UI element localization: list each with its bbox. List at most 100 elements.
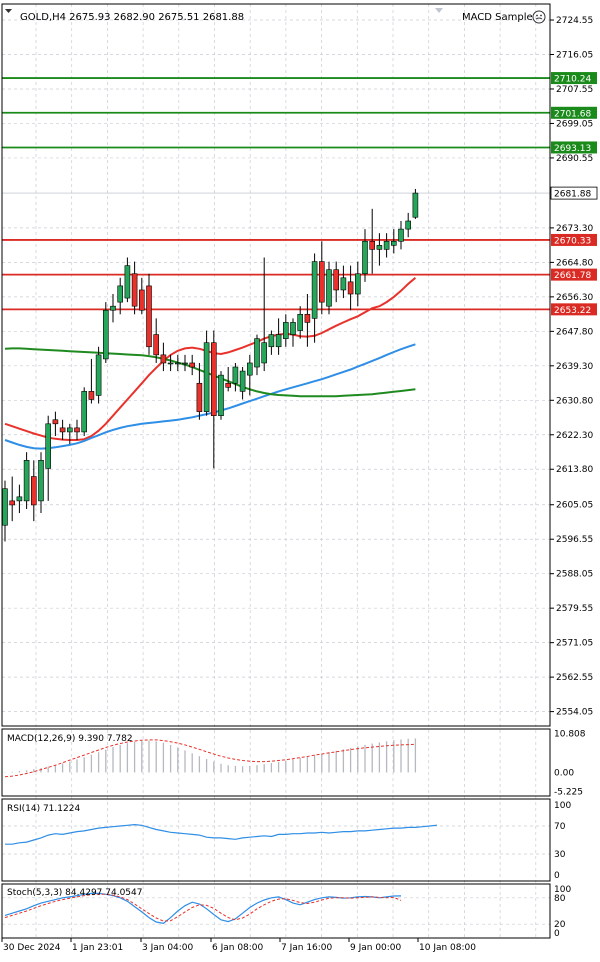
- candle[interactable]: [254, 334, 260, 376]
- candle[interactable]: [81, 387, 87, 436]
- candle[interactable]: [23, 452, 30, 509]
- candle[interactable]: [182, 354, 188, 372]
- level-price-tag: [551, 303, 597, 316]
- candle[interactable]: [203, 330, 210, 416]
- candle[interactable]: [88, 358, 95, 404]
- candle-body: [189, 362, 195, 368]
- candle-body: [139, 289, 145, 311]
- y-tick-label: 2716.05: [556, 50, 593, 60]
- candle-body: [74, 427, 80, 433]
- candle[interactable]: [247, 354, 253, 396]
- candle[interactable]: [383, 233, 390, 258]
- candle[interactable]: [390, 229, 397, 254]
- candle[interactable]: [318, 241, 325, 315]
- candle[interactable]: [412, 188, 419, 219]
- candle[interactable]: [362, 229, 368, 282]
- candle-body: [59, 427, 66, 433]
- candle-body: [88, 391, 95, 400]
- y-tick-label: 2639.30: [556, 362, 593, 372]
- candle[interactable]: [160, 342, 167, 372]
- candle[interactable]: [405, 212, 412, 238]
- macd-title: MACD(12,26,9) 9.390 7.782: [7, 734, 133, 744]
- y-tick-label: 2605.05: [556, 501, 593, 511]
- candle-body: [45, 423, 52, 469]
- main-panel-frame: [1, 3, 551, 727]
- candle[interactable]: [189, 354, 195, 376]
- candle[interactable]: [9, 476, 15, 522]
- candle-body: [333, 269, 340, 291]
- candle[interactable]: [232, 362, 239, 392]
- stoch-y-tick-label: 80: [554, 894, 566, 904]
- candle[interactable]: [16, 484, 23, 514]
- x-tick-label: 7 Jan 16:00: [281, 943, 333, 953]
- candle[interactable]: [354, 261, 361, 307]
- candle[interactable]: [95, 346, 102, 404]
- candle-body: [282, 322, 289, 339]
- candle[interactable]: [275, 318, 282, 355]
- candle[interactable]: [347, 265, 354, 311]
- candle[interactable]: [196, 362, 203, 420]
- y-tick-label: 2664.80: [556, 258, 593, 268]
- candle[interactable]: [218, 371, 224, 420]
- candle[interactable]: [67, 423, 73, 445]
- collapse-arrow-icon[interactable]: [5, 9, 12, 13]
- moving-average-line: [4, 347, 416, 398]
- candle[interactable]: [2, 480, 8, 542]
- y-tick-label: 2630.80: [556, 396, 593, 406]
- candle[interactable]: [153, 318, 159, 363]
- candle[interactable]: [175, 354, 181, 372]
- candle[interactable]: [333, 261, 340, 303]
- candle-body: [218, 374, 224, 417]
- candle[interactable]: [45, 415, 52, 501]
- stoch-title: Stoch(5,3,3) 84.4297 74.0547: [7, 888, 142, 898]
- candle[interactable]: [110, 294, 116, 323]
- candle[interactable]: [239, 367, 246, 400]
- candle-body: [254, 338, 260, 368]
- y-tick-label: 2707.55: [556, 85, 593, 95]
- candle[interactable]: [304, 294, 311, 347]
- candle-body: [290, 322, 296, 335]
- candle[interactable]: [167, 354, 174, 372]
- candle[interactable]: [326, 261, 332, 315]
- y-tick-label: 2588.05: [556, 570, 593, 580]
- x-tick-label: 10 Jan 08:00: [419, 943, 476, 953]
- candle-body: [340, 277, 347, 291]
- candle[interactable]: [340, 265, 347, 299]
- candle-body: [67, 427, 73, 433]
- candle[interactable]: [268, 330, 275, 355]
- macd-y-tick-label: 10.808: [554, 729, 586, 739]
- candle-body: [318, 261, 325, 303]
- candle-body: [211, 342, 217, 417]
- candle[interactable]: [52, 411, 59, 436]
- candle[interactable]: [311, 253, 318, 343]
- candle[interactable]: [211, 330, 217, 469]
- candle[interactable]: [261, 257, 268, 372]
- candle[interactable]: [398, 221, 404, 250]
- candle[interactable]: [38, 452, 44, 514]
- candle[interactable]: [124, 257, 131, 303]
- candle[interactable]: [117, 277, 123, 315]
- candle[interactable]: [59, 419, 66, 441]
- x-tick-label: 6 Jan 08:00: [212, 943, 264, 953]
- smiley-face-icon[interactable]: [532, 10, 546, 24]
- candle[interactable]: [290, 318, 296, 347]
- candle[interactable]: [225, 367, 231, 392]
- candle[interactable]: [139, 277, 145, 315]
- candle-body: [354, 273, 361, 295]
- candle[interactable]: [74, 419, 80, 441]
- candle-body: [2, 488, 8, 526]
- candle[interactable]: [146, 273, 152, 355]
- candle[interactable]: [282, 314, 289, 347]
- candle[interactable]: [103, 302, 109, 363]
- candle[interactable]: [297, 306, 304, 339]
- x-tick-label: 30 Dec 2024: [3, 943, 61, 953]
- candle[interactable]: [30, 460, 37, 522]
- candle[interactable]: [369, 208, 376, 274]
- candle[interactable]: [376, 233, 383, 266]
- candle[interactable]: [131, 261, 138, 315]
- candle-body: [390, 240, 397, 246]
- candle-body: [405, 220, 412, 230]
- indicator-name: MACD Sample: [462, 12, 533, 23]
